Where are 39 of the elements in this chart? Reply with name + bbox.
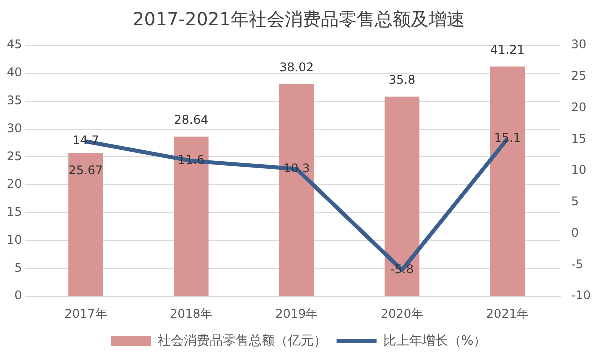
y-tick-label: 45 bbox=[6, 38, 22, 52]
bar bbox=[68, 153, 104, 296]
y-tick-label: 5 bbox=[14, 260, 22, 275]
y2-tick-label: -10 bbox=[571, 288, 592, 303]
y2-tick-label: 20 bbox=[571, 100, 587, 114]
y2-tick-label: 25 bbox=[571, 69, 587, 84]
y2-tick-label: 10 bbox=[571, 163, 587, 178]
x-tick-label: 2021年 bbox=[486, 306, 529, 321]
y-tick-label: 0 bbox=[14, 288, 22, 303]
data-label: 38.02 bbox=[280, 60, 314, 75]
y-tick-label: 25 bbox=[6, 149, 22, 164]
y2-tick-label: -5 bbox=[571, 257, 584, 272]
legend-label: 比上年增长（%） bbox=[383, 334, 487, 349]
y-tick-label: 15 bbox=[6, 205, 22, 220]
x-tick-label: 2017年 bbox=[64, 306, 108, 321]
bar bbox=[384, 96, 420, 296]
data-label: 41.21 bbox=[490, 42, 525, 57]
y-tick-label: 30 bbox=[6, 121, 22, 136]
chart-title: 2017-2021年社会消费品零售总额及增速 bbox=[132, 9, 466, 30]
y2-tick-label: 0 bbox=[571, 226, 580, 240]
data-label: 25.67 bbox=[68, 164, 104, 178]
bar bbox=[174, 136, 209, 296]
y2-tick-label: 15 bbox=[571, 132, 587, 146]
y-tick-label: 20 bbox=[6, 177, 22, 192]
y-tick-label: 35 bbox=[6, 94, 22, 108]
x-tick-label: 2018年 bbox=[170, 306, 213, 321]
y2-tick-label: 30 bbox=[571, 38, 587, 52]
x-tick-label: 2019年 bbox=[276, 306, 318, 321]
data-label: 14.7 bbox=[72, 134, 100, 148]
data-label: 15.1 bbox=[494, 131, 522, 146]
y2-tick-label: 5 bbox=[571, 194, 580, 209]
data-label: 35.8 bbox=[388, 73, 416, 88]
y-tick-label: 40 bbox=[6, 66, 22, 80]
bar bbox=[490, 66, 526, 296]
x-tick-label: 2020年 bbox=[380, 306, 424, 321]
y-tick-label: 10 bbox=[6, 232, 22, 247]
data-label: 28.64 bbox=[174, 112, 209, 127]
legend-label: 社会消费品零售总额（亿元） bbox=[158, 334, 327, 349]
bar bbox=[279, 84, 314, 296]
